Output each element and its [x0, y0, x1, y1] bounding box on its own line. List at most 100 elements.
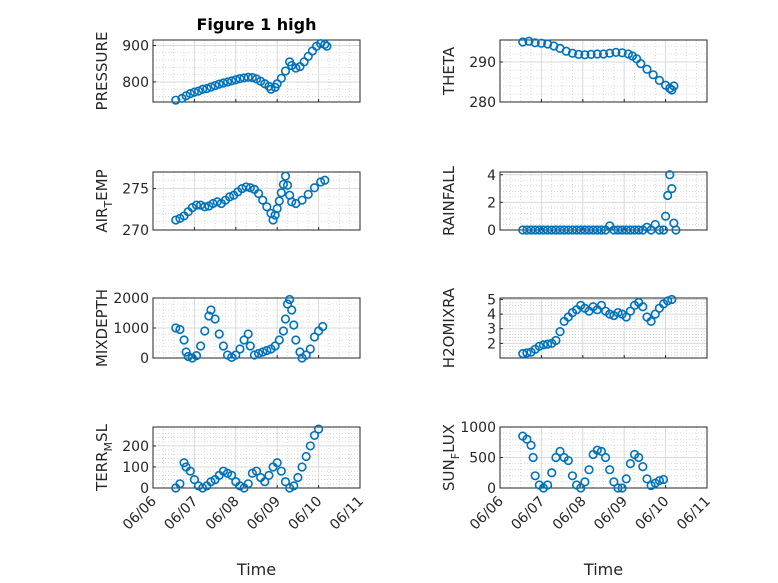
data-point — [297, 195, 307, 205]
axes-border — [152, 171, 361, 231]
data-point — [200, 202, 210, 212]
x-tick-label: 06/10 — [633, 494, 673, 534]
data-point — [274, 335, 284, 345]
data-point — [309, 430, 320, 441]
data-point — [274, 196, 284, 206]
panel-left-4: 0 100 200 06/06 06/07 06/08 06/09 06/10 06/11 Tim… — [93, 423, 367, 579]
axes-border — [499, 297, 708, 359]
data-point — [322, 41, 332, 51]
y-tick-label: 275 — [122, 182, 149, 198]
data-point — [314, 424, 324, 434]
data-point — [276, 73, 286, 83]
data-point — [663, 296, 673, 306]
data-point — [224, 192, 235, 202]
data-point — [253, 188, 264, 199]
y-tick-label: 4 — [487, 307, 496, 323]
data-point — [171, 215, 181, 225]
data-point — [543, 339, 553, 349]
data-point — [210, 80, 220, 91]
data-point — [561, 46, 571, 56]
data-point — [320, 175, 330, 185]
data-point — [249, 350, 260, 360]
x-axis-label: Time — [583, 560, 623, 579]
data-point — [316, 177, 326, 187]
data-point — [189, 87, 199, 97]
data-point — [303, 189, 313, 199]
x-tick-label: 06/11 — [327, 494, 367, 534]
data-point — [202, 83, 212, 94]
data-point — [258, 347, 268, 357]
data-point — [563, 455, 573, 466]
data-point — [287, 197, 297, 207]
data-point — [671, 225, 681, 235]
data-point — [305, 344, 315, 354]
data-point — [280, 171, 291, 181]
data-point — [206, 82, 216, 92]
grid — [499, 426, 708, 489]
series-markers — [171, 171, 330, 225]
data-point — [654, 476, 664, 486]
data-point — [522, 434, 532, 444]
y-tick-label: 0 — [140, 481, 149, 497]
data-point — [663, 190, 673, 201]
data-point — [547, 468, 557, 478]
data-point — [243, 72, 253, 82]
data-point — [171, 323, 181, 333]
series-markers — [171, 424, 324, 493]
data-point — [179, 335, 189, 345]
data-point — [222, 77, 233, 87]
data-point — [251, 466, 262, 476]
data-point — [318, 321, 328, 332]
y-tick-label: 900 — [122, 38, 149, 54]
data-point — [191, 351, 202, 361]
y-tick-label: 3 — [487, 322, 496, 338]
data-point — [235, 344, 245, 354]
y-axis-label: TERRMSL — [93, 423, 115, 492]
data-point — [600, 452, 611, 463]
axes-border — [152, 426, 361, 489]
data-point — [636, 58, 646, 69]
y-tick-label: 2 — [487, 195, 496, 211]
data-point — [574, 49, 584, 60]
x-tick-label: 06/07 — [161, 494, 201, 534]
data-point — [625, 459, 636, 469]
axes-border — [499, 171, 708, 231]
data-point — [669, 81, 679, 91]
data-point — [243, 329, 253, 339]
data-point — [580, 50, 590, 60]
data-point — [534, 341, 544, 351]
data-point — [596, 446, 607, 457]
data-point — [605, 309, 615, 319]
y-tick-label: 1000 — [460, 420, 496, 436]
data-point — [658, 225, 669, 235]
y-axis-label: THETA — [440, 46, 458, 96]
series-markers — [518, 170, 681, 235]
data-point — [543, 480, 553, 490]
data-point — [291, 335, 301, 345]
data-point — [518, 37, 528, 47]
data-point — [189, 474, 199, 485]
data-point — [191, 200, 202, 210]
data-point — [247, 72, 257, 83]
data-point — [648, 70, 658, 80]
data-point — [293, 472, 303, 483]
data-point — [524, 36, 534, 46]
data-point — [227, 470, 237, 480]
data-point — [625, 306, 636, 316]
data-point — [596, 300, 607, 310]
y-tick-label: 0 — [487, 223, 496, 239]
y-axis-label: PRESSURE — [93, 32, 111, 111]
data-point — [576, 483, 586, 493]
data-point — [609, 477, 619, 487]
data-point — [617, 48, 627, 58]
axes-border — [152, 39, 361, 103]
data-point — [235, 74, 245, 84]
data-point — [214, 79, 224, 89]
panel-right-4: 0 500 1000 06/06 06/07 06/08 06/09 06/10 06/11 Ti… — [440, 420, 714, 579]
data-point — [282, 299, 293, 309]
data-point — [181, 347, 191, 357]
y-tick-label: 200 — [122, 439, 149, 455]
y-tick-label: 100 — [122, 460, 149, 476]
